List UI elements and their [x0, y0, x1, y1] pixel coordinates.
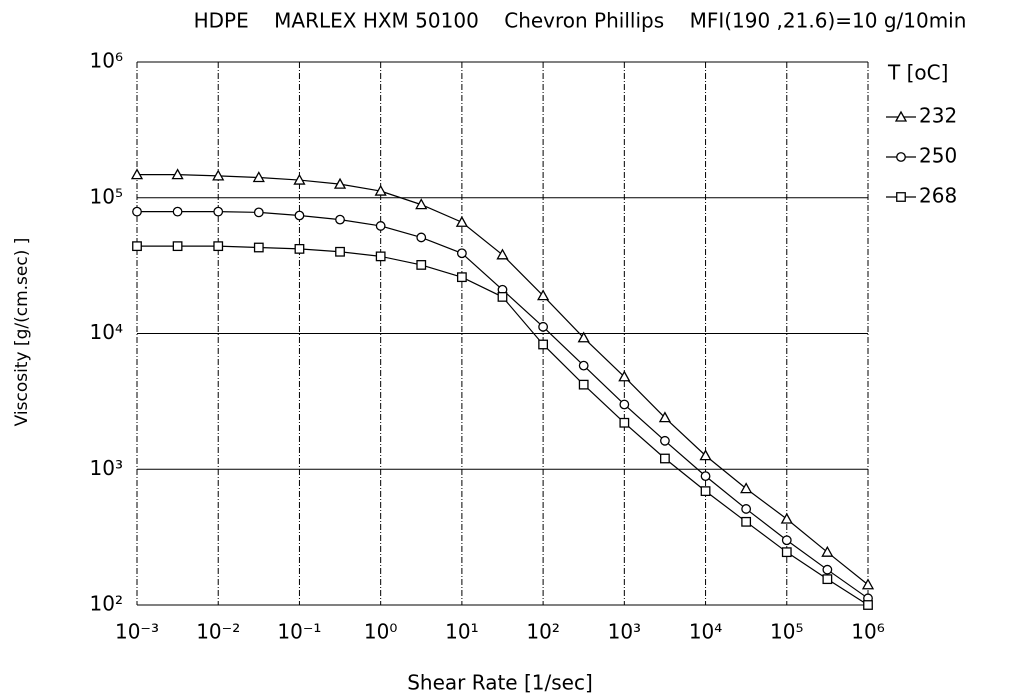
marker-circle	[741, 504, 752, 514]
marker-triangle	[740, 482, 753, 494]
marker-triangle	[618, 370, 631, 382]
legend-title: T [oC]	[887, 61, 948, 85]
marker-circle	[538, 321, 549, 332]
marker-circle	[213, 206, 224, 217]
marker-square	[619, 417, 630, 428]
marker-square	[172, 241, 183, 252]
marker-square	[294, 243, 305, 254]
marker-circle	[660, 435, 670, 446]
marker-circle	[896, 152, 906, 162]
marker-circle	[619, 399, 630, 410]
marker-circle	[294, 210, 305, 221]
marker-triangle	[374, 184, 387, 196]
marker-triangle	[780, 512, 793, 524]
marker-triangle	[333, 177, 347, 189]
marker-circle	[456, 248, 467, 259]
x-tick-label: 10³	[608, 620, 641, 644]
y-tick-label: 10⁶	[90, 49, 123, 73]
marker-circle	[416, 232, 427, 243]
marker-circle	[578, 360, 589, 371]
marker-square	[822, 574, 833, 585]
series-line	[137, 211, 869, 599]
marker-square	[538, 339, 549, 350]
marker-square	[375, 251, 386, 262]
x-tick-label: 10⁻³	[115, 620, 159, 644]
marker-square	[497, 292, 508, 302]
legend-label: 250	[919, 144, 957, 168]
marker-circle	[375, 221, 386, 231]
chart-title: HDPE MARLEX HXM 50100 Chevron Phillips M…	[194, 9, 967, 33]
marker-circle	[172, 206, 183, 217]
marker-square	[213, 241, 224, 252]
marker-triangle	[130, 168, 144, 180]
x-tick-label: 10²	[526, 620, 559, 644]
marker-triangle	[821, 545, 834, 557]
marker-circle	[700, 471, 711, 482]
x-axis-label: Shear Rate [1/sec]	[407, 671, 593, 695]
y-tick-label: 10³	[90, 456, 123, 480]
marker-triangle	[455, 215, 468, 227]
marker-square	[700, 486, 711, 497]
marker-circle	[822, 564, 833, 575]
x-tick-label: 10⁴	[689, 620, 722, 644]
marker-triangle	[861, 578, 875, 590]
x-tick-label: 10⁰	[364, 620, 397, 644]
marker-triangle	[252, 171, 265, 183]
x-tick-label: 10¹	[445, 620, 478, 644]
marker-circle	[132, 206, 142, 217]
marker-triangle	[537, 289, 550, 301]
x-tick-label: 10⁶	[851, 620, 884, 644]
marker-triangle	[577, 331, 590, 343]
marker-triangle	[894, 110, 908, 122]
marker-square	[896, 192, 906, 202]
x-tick-label: 10⁻²	[196, 620, 240, 644]
marker-square	[456, 272, 467, 283]
marker-triangle	[171, 168, 184, 180]
marker-circle	[335, 214, 345, 225]
y-tick-label: 10⁵	[90, 184, 123, 208]
marker-square	[741, 516, 752, 527]
marker-triangle	[293, 173, 306, 185]
marker-triangle	[658, 411, 672, 423]
marker-triangle	[699, 449, 712, 461]
series-line	[137, 174, 869, 586]
marker-square	[578, 379, 589, 390]
legend-label: 232	[919, 104, 957, 128]
y-tick-label: 10²	[90, 592, 123, 616]
marker-square	[660, 453, 670, 464]
marker-circle	[781, 535, 792, 546]
x-tick-label: 10⁻¹	[277, 620, 321, 644]
marker-triangle	[496, 248, 509, 260]
marker-square	[863, 600, 873, 610]
y-tick-label: 10⁴	[90, 320, 123, 344]
marker-triangle	[212, 169, 225, 181]
marker-square	[253, 242, 264, 253]
marker-square	[416, 260, 427, 270]
marker-circle	[253, 207, 264, 218]
marker-triangle	[415, 198, 428, 210]
legend-label: 268	[919, 184, 957, 208]
marker-square	[335, 246, 345, 257]
marker-square	[781, 547, 792, 558]
x-tick-label: 10⁵	[770, 620, 803, 644]
marker-square	[132, 241, 142, 252]
y-axis-label: Viscosity [g/(cm.sec) ]	[12, 238, 32, 427]
